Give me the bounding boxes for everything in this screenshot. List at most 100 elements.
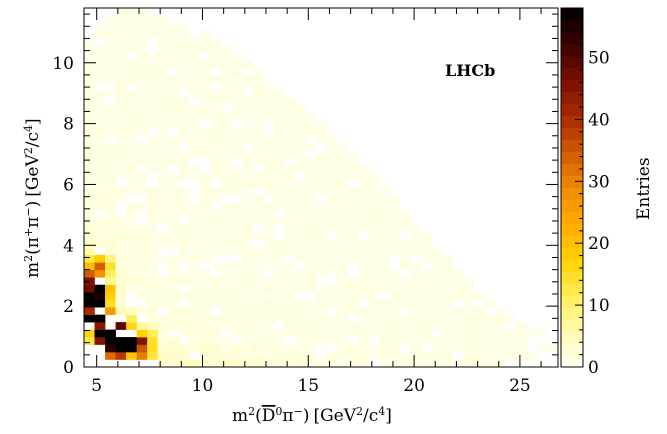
heatmap-cell <box>231 232 243 241</box>
heatmap-cell <box>94 329 106 338</box>
heatmap-cell <box>389 292 401 300</box>
heatmap-cell <box>473 344 485 353</box>
heatmap-cell <box>389 329 401 338</box>
colorbar-frame <box>560 7 584 368</box>
heatmap-cell <box>442 262 453 271</box>
heatmap-cell <box>168 254 180 263</box>
heatmap-cell <box>84 150 95 158</box>
heatmap-cell <box>84 239 95 248</box>
heatmap-cell <box>273 239 285 248</box>
heatmap-cell <box>273 112 285 121</box>
heatmap-cell <box>347 307 359 315</box>
heatmap-cell <box>368 352 380 360</box>
heatmap-cell <box>273 105 285 114</box>
heatmap-cell <box>126 37 137 46</box>
heatmap-cell <box>263 299 274 308</box>
heatmap-cell <box>263 172 274 181</box>
heatmap-cell <box>220 269 232 278</box>
heatmap-cell <box>231 82 243 91</box>
heatmap-cell <box>389 269 401 278</box>
heatmap-cell <box>389 337 401 345</box>
heatmap-cell <box>126 165 137 173</box>
heatmap-cell <box>157 142 169 151</box>
heatmap-cell <box>515 337 527 345</box>
heatmap-cell <box>136 232 148 241</box>
heatmap-cell <box>220 112 232 121</box>
heatmap-cell <box>473 314 485 323</box>
heatmap-cell <box>147 299 159 308</box>
heatmap-cell <box>252 75 264 84</box>
heatmap-cell <box>326 224 338 233</box>
heatmap-cell <box>178 232 190 241</box>
heatmap-cell <box>315 329 327 338</box>
heatmap-cell <box>336 254 348 263</box>
heatmap-cell <box>94 180 106 188</box>
heatmap-cell <box>157 202 169 211</box>
heatmap-cell <box>189 165 201 173</box>
heatmap-cell <box>105 187 116 196</box>
heatmap-cell <box>147 329 159 338</box>
heatmap-cell <box>389 209 401 218</box>
heatmap-cell <box>210 224 222 233</box>
heatmap-cell <box>199 209 211 218</box>
heatmap-cell <box>263 165 274 173</box>
heatmap-cell <box>252 337 264 345</box>
heatmap-cell <box>263 254 274 263</box>
heatmap-cell <box>284 292 295 300</box>
heatmap-cell <box>126 22 137 31</box>
heatmap-cell <box>157 329 169 338</box>
colorbar-segment <box>561 319 583 332</box>
heatmap-cell <box>263 307 274 315</box>
heatmap-cell <box>242 352 253 360</box>
heatmap-cell <box>189 75 201 84</box>
heatmap-cell <box>252 322 264 330</box>
heatmap-cell <box>178 307 190 315</box>
heatmap-cell <box>210 292 222 300</box>
heatmap-cell <box>199 269 211 278</box>
heatmap-cell <box>315 217 327 226</box>
heatmap-cell <box>494 329 506 338</box>
heatmap-cell <box>168 180 180 188</box>
heatmap-cell <box>273 150 285 158</box>
heatmap-cell <box>84 187 95 196</box>
heatmap-cell <box>126 209 137 218</box>
heatmap-cell <box>147 112 159 121</box>
x-axis: 5 10 15 20 25 <box>91 8 542 396</box>
heatmap-cell <box>368 344 380 353</box>
heatmap-cell <box>284 329 295 338</box>
heatmap-cell <box>210 299 222 308</box>
heatmap-cell <box>210 75 222 84</box>
heatmap-cell <box>263 284 274 293</box>
heatmap-cell <box>220 60 232 69</box>
heatmap-cell <box>178 82 190 91</box>
heatmap-cell <box>189 269 201 278</box>
heatmap-cell <box>115 337 127 345</box>
heatmap-cell <box>263 105 274 114</box>
heatmap-cell <box>305 247 317 256</box>
heatmap-cell <box>252 97 264 106</box>
heatmap-cell <box>336 292 348 300</box>
heatmap-cell <box>199 329 211 338</box>
heatmap-cell <box>199 135 211 143</box>
heatmap-cell <box>178 105 190 114</box>
heatmap-cell <box>231 314 243 323</box>
heatmap-cell <box>284 165 295 173</box>
heatmap-cell <box>178 359 190 367</box>
heatmap-cell <box>157 187 169 196</box>
heatmap-cell <box>273 142 285 151</box>
heatmap-cell <box>105 127 116 136</box>
heatmap-cell <box>452 277 464 286</box>
heatmap-cell <box>168 112 180 121</box>
heatmap-cell <box>105 352 116 360</box>
colorbar-segment <box>561 151 583 164</box>
heatmap-cell <box>263 247 274 256</box>
heatmap-cell <box>242 314 253 323</box>
heatmap-cell <box>94 135 106 143</box>
heatmap-cell <box>168 105 180 114</box>
heatmap-cell <box>378 217 390 226</box>
heatmap-cell <box>400 292 411 300</box>
heatmap-cell <box>189 90 201 99</box>
heatmap-cell <box>126 247 137 256</box>
heatmap-cell <box>452 322 464 330</box>
heatmap-cell <box>105 150 116 158</box>
